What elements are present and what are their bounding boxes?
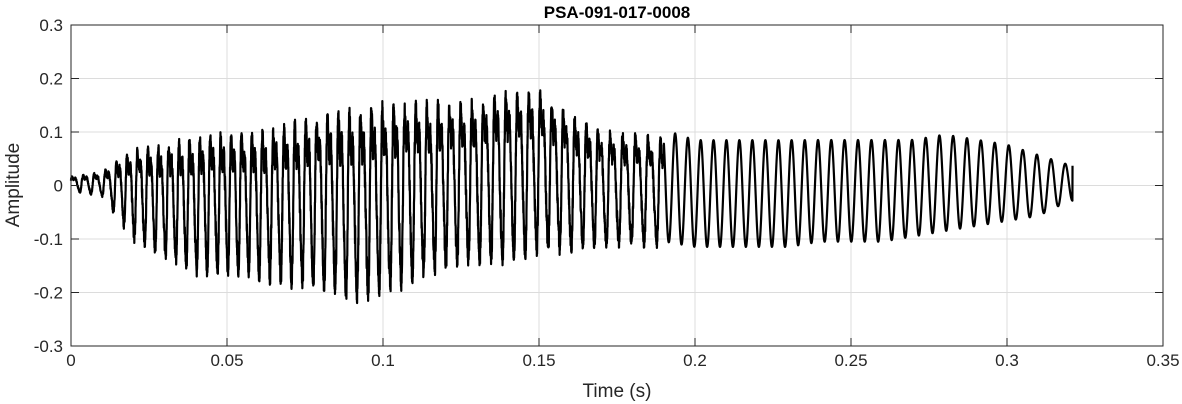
x-tick-label: 0 — [66, 351, 75, 370]
y-axis-ticks: -0.3 -0.2 -0.1 0 0.1 0.2 0.3 — [34, 16, 1163, 356]
x-axis-label: Time (s) — [583, 381, 652, 402]
y-tick-label: -0.3 — [34, 337, 63, 356]
y-tick-label: 0 — [54, 177, 63, 196]
grid — [71, 25, 1163, 346]
x-axis-ticks: 0 0.05 0.1 0.15 0.2 0.25 0.3 0.35 — [66, 25, 1180, 370]
chart-title: PSA-091-017-0008 — [544, 3, 690, 22]
y-tick-label: -0.1 — [34, 230, 63, 249]
x-tick-label: 0.2 — [683, 351, 707, 370]
y-axis-label: Amplitude — [3, 143, 24, 228]
waveform-line — [69, 89, 1074, 305]
x-tick-label: 0.1 — [371, 351, 395, 370]
y-tick-label: -0.2 — [34, 284, 63, 303]
x-tick-label: 0.35 — [1146, 351, 1179, 370]
x-tick-label: 0.25 — [834, 351, 867, 370]
signal-trace — [69, 89, 1074, 305]
y-tick-label: 0.2 — [39, 70, 63, 89]
x-tick-label: 0.15 — [522, 351, 555, 370]
x-tick-label: 0.3 — [995, 351, 1019, 370]
y-tick-label: 0.1 — [39, 123, 63, 142]
y-tick-label: 0.3 — [39, 16, 63, 35]
x-tick-label: 0.05 — [210, 351, 243, 370]
